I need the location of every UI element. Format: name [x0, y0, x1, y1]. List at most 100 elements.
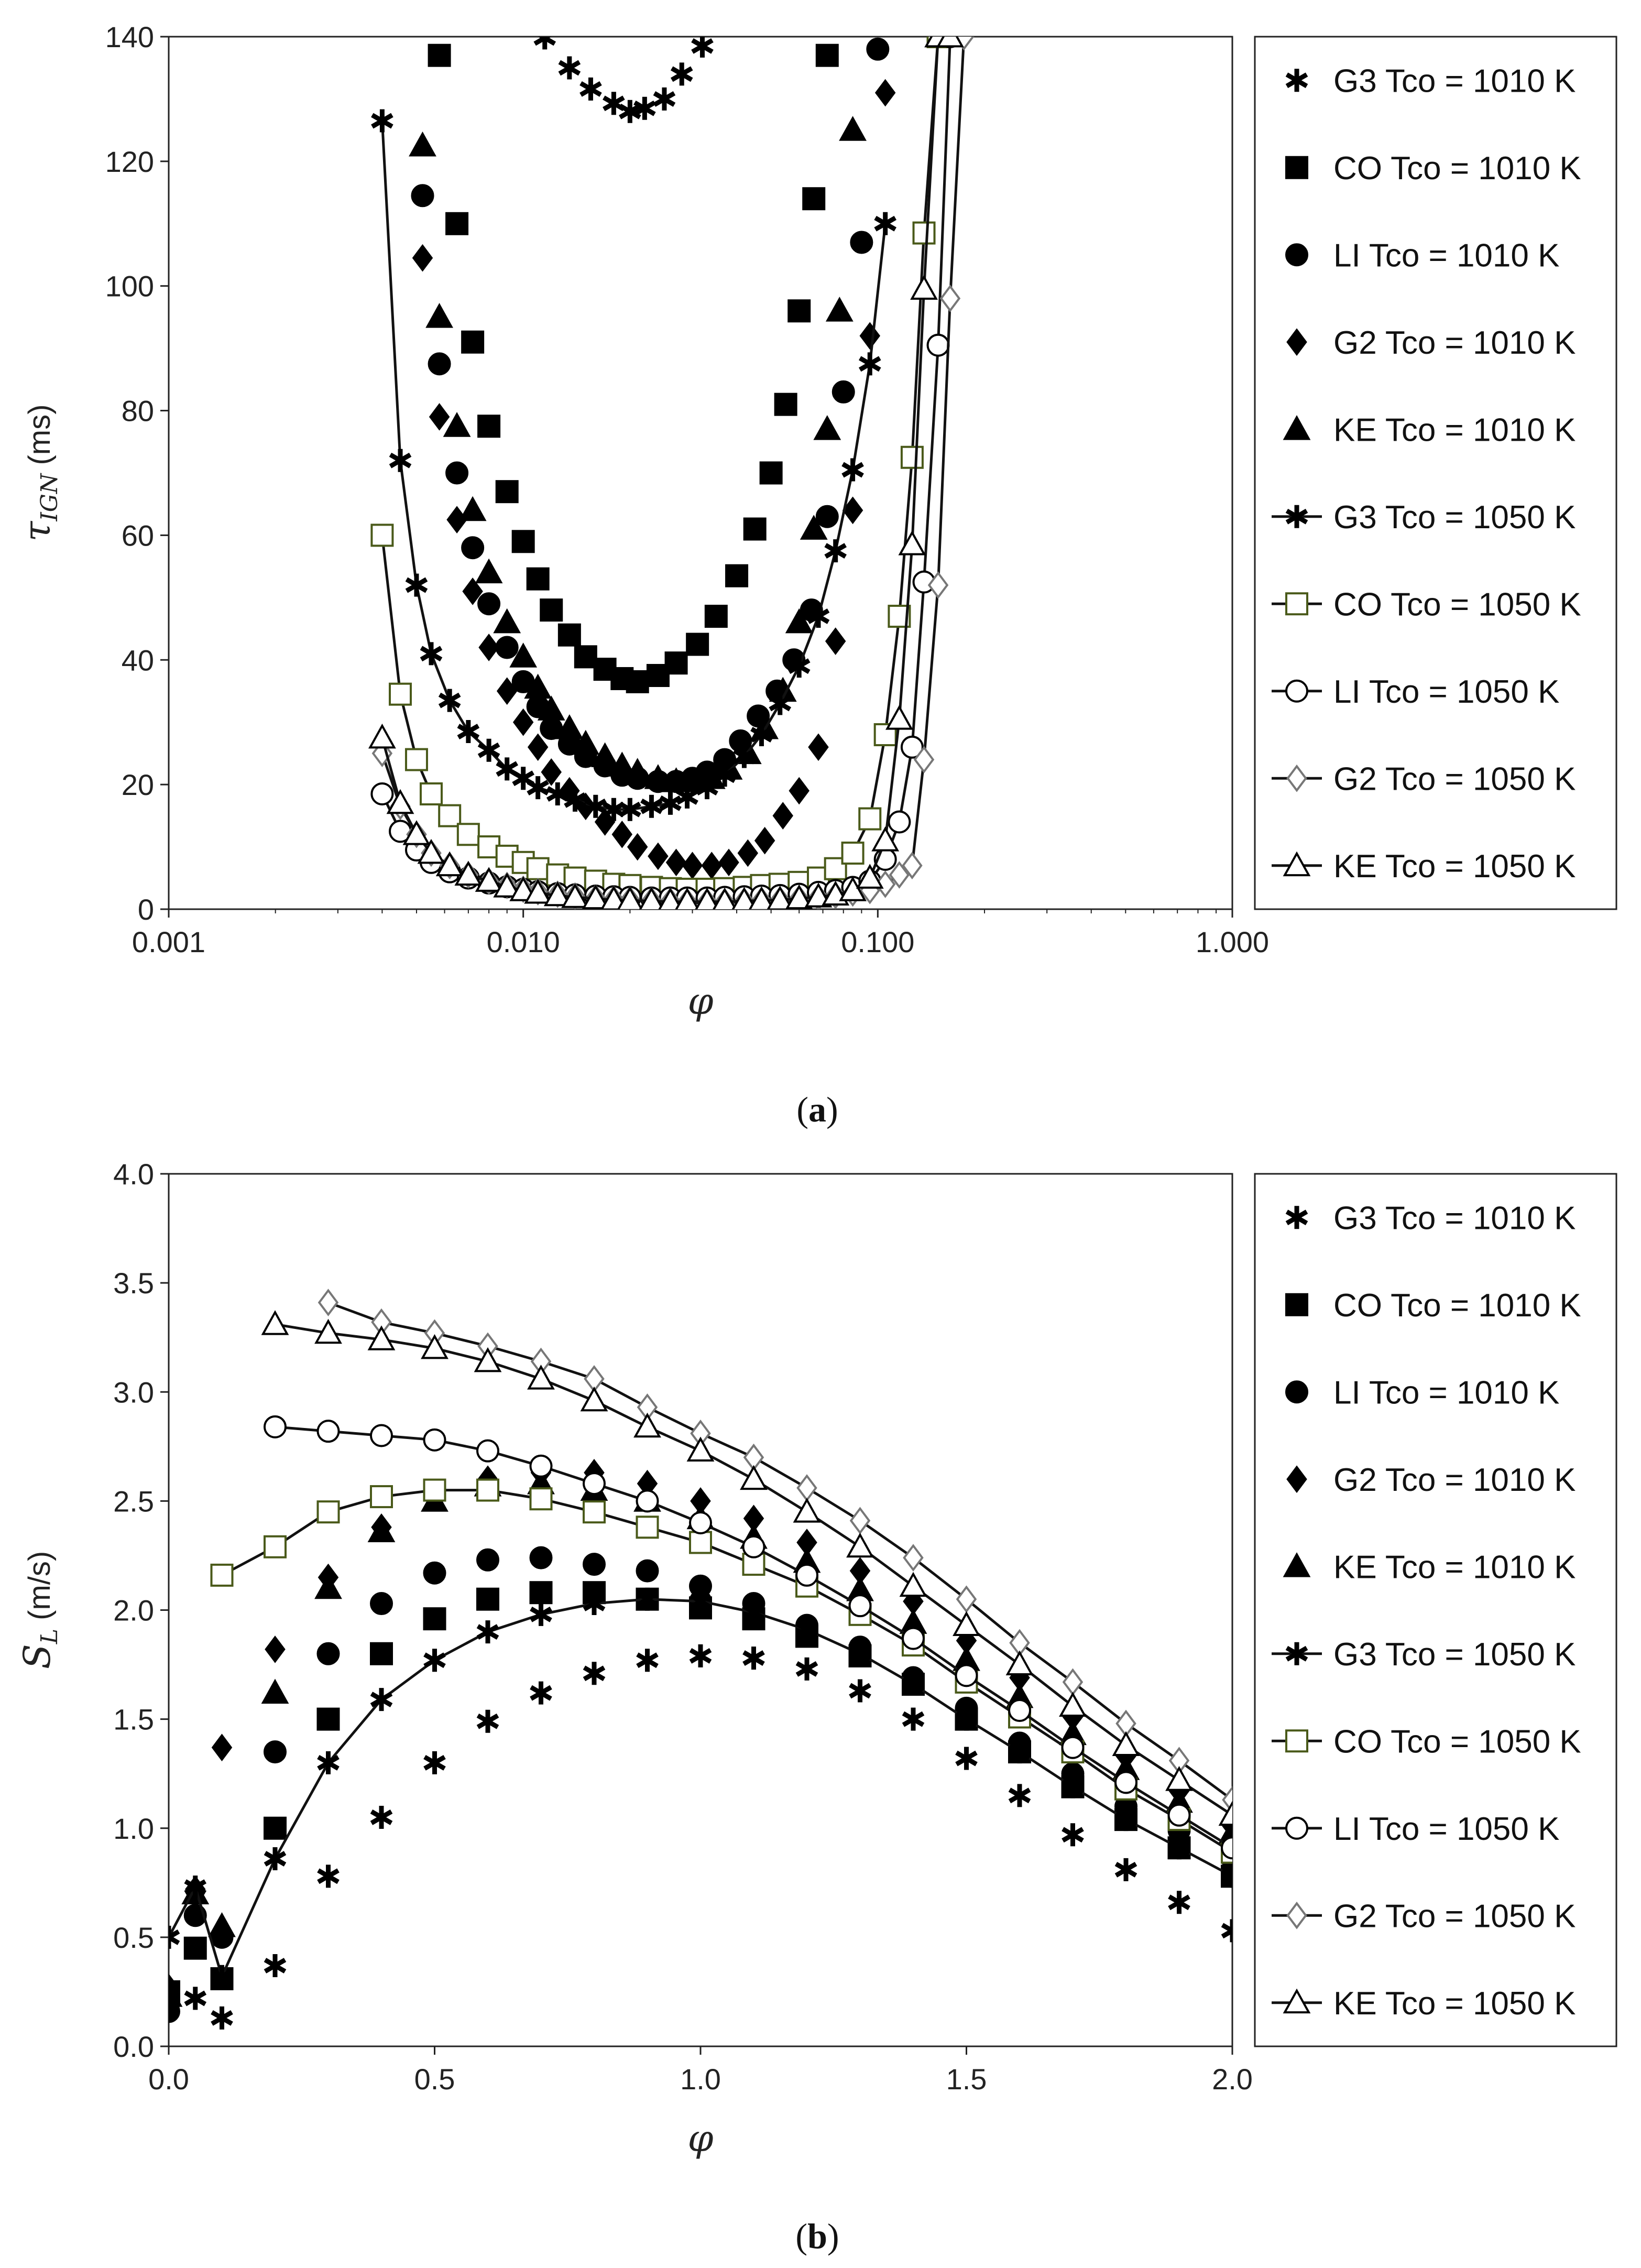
legend-marker: [1285, 1729, 1308, 1753]
data-point-g2-tco-1050-k: [939, 285, 961, 312]
data-point-co-tco-1050-k: [476, 1478, 499, 1502]
data-point-ke-tco-1050-k: [1005, 1650, 1034, 1675]
data-point-ke-tco-1010-k: [409, 132, 436, 157]
y-tick-label: 4.0: [113, 1158, 154, 1191]
data-point-ke-tco-1010-k: [785, 608, 813, 634]
y-axis-label-unit: (m/s): [23, 1551, 57, 1629]
series-g2-tco-1050-k: [318, 1289, 1232, 1814]
legend-entry: KE Tco = 1010 K: [1283, 412, 1576, 448]
data-point-co-tco-1050-k: [529, 1487, 553, 1511]
data-point-g3-tco-1010-k: [1008, 1784, 1031, 1807]
data-point-g3-tco-1050-k: [457, 720, 480, 744]
legend-label: LI Tco = 1050 K: [1333, 674, 1559, 710]
data-point-ke-tco-1050-k: [846, 1532, 874, 1558]
y-axis-label-main: τ: [16, 520, 59, 541]
series-li-tco-1050-k: [264, 1415, 1232, 1860]
data-point-co-tco-1050-k: [526, 857, 550, 880]
data-point-li-tco-1050-k: [264, 1415, 287, 1438]
data-point-g3-tco-1050-k: [317, 1751, 340, 1774]
data-point-li-tco-1010-k: [866, 37, 890, 61]
data-point-co-tco-1010-k: [370, 1642, 393, 1665]
data-point-ke-tco-1010-k: [644, 764, 672, 789]
data-point-g2-tco-1050-k: [318, 1289, 339, 1316]
data-point-ke-tco-1050-k: [474, 1347, 502, 1372]
data-point-ke-tco-1010-k: [555, 714, 584, 739]
data-point-ke-tco-1010-k: [537, 695, 565, 721]
legend-marker: [1283, 851, 1311, 877]
panel-b: 0.0 0.5 1.0 1.5 2.0 2.5 3.0 3.5 4.0 0.0 0.5 1.0 1.5 2…: [16, 1158, 1617, 2256]
data-point-li-tco-1050-k: [795, 1563, 818, 1587]
y-tick-label: 0.5: [113, 1921, 154, 1954]
legend-label: KE Tco = 1050 K: [1333, 848, 1576, 885]
x-tick-label: 0.010: [487, 925, 560, 958]
legend-entry: G2 Tco = 1050 K: [1272, 1898, 1576, 1934]
data-point-ke-tco-1050-k: [600, 886, 627, 909]
data-point-g3-tco-1050-k: [476, 1620, 499, 1644]
data-point-g3-tco-1050-k: [527, 776, 549, 800]
legend-label: LI Tco = 1010 K: [1333, 1375, 1559, 1411]
data-point-li-tco-1010-k: [832, 380, 855, 404]
legend-marker: [1285, 1293, 1308, 1316]
legend-entry: G2 Tco = 1010 K: [1286, 1462, 1576, 1498]
data-point-ke-tco-1050-k: [368, 723, 396, 749]
data-point-co-tco-1050-k: [264, 1535, 287, 1558]
legend-label: CO Tco = 1010 K: [1333, 1288, 1581, 1324]
data-point-ke-tco-1050-k: [740, 1465, 768, 1490]
data-point-co-tco-1010-k: [704, 605, 728, 628]
data-point-li-tco-1010-k: [423, 1561, 446, 1585]
data-point-ke-tco-1010-k: [509, 642, 538, 668]
data-point-li-tco-1010-k: [183, 1904, 207, 1927]
data-point-g3-tco-1010-k: [653, 87, 676, 111]
data-point-li-tco-1010-k: [529, 1546, 553, 1569]
data-point-li-tco-1010-k: [850, 231, 873, 254]
data-point-li-tco-1050-k: [370, 1424, 393, 1447]
data-point-ke-tco-1050-k: [493, 873, 521, 898]
data-point-g3-tco-1010-k: [211, 2006, 233, 2030]
legend-entry: KE Tco = 1050 K: [1272, 1986, 1576, 2022]
data-point-g3-tco-1050-k: [689, 1589, 712, 1613]
series-co-tco-1010-k: [428, 43, 839, 693]
data-point-g2-tco-1010-k: [478, 634, 499, 661]
data-point-ke-tco-1050-k: [839, 876, 867, 901]
data-point-ke-tco-1050-k: [421, 1334, 448, 1359]
series-g3-tco-1050-k: [169, 1587, 1232, 1988]
data-point-li-tco-1050-k: [848, 1594, 872, 1618]
data-point-li-tco-1050-k: [423, 1428, 446, 1452]
data-point-li-tco-1050-k: [742, 1535, 765, 1558]
data-point-g2-tco-1010-k: [737, 839, 759, 867]
data-point-g2-tco-1010-k: [772, 802, 793, 830]
legend-label: CO Tco = 1050 K: [1333, 586, 1581, 623]
legend-entry: LI Tco = 1010 K: [1285, 237, 1559, 274]
legend-entry: G3 Tco = 1050 K: [1272, 1637, 1576, 1673]
data-point-ke-tco-1050-k: [899, 1572, 927, 1597]
legend-marker: [1286, 1465, 1307, 1493]
data-point-g3-tco-1010-k: [476, 1709, 499, 1733]
x-tick-label: 0.5: [414, 2063, 455, 2096]
data-point-g2-tco-1010-k: [648, 842, 669, 870]
data-point-g3-tco-1050-k: [530, 1602, 552, 1626]
data-point-co-tco-1010-k: [445, 212, 469, 235]
legend-entry: LI Tco = 1010 K: [1285, 1375, 1559, 1411]
panel-caption: (a): [796, 1089, 838, 1129]
data-point-li-tco-1050-k: [1008, 1698, 1031, 1722]
data-point-g3-tco-1050-k: [902, 1673, 925, 1696]
data-point-g2-tco-1010-k: [808, 733, 829, 761]
data-point-co-tco-1010-k: [495, 480, 519, 504]
data-point-g3-tco-1010-k: [423, 1751, 446, 1774]
data-point-ke-tco-1010-k: [443, 412, 471, 437]
legend-marker: [1285, 1642, 1308, 1665]
data-point-ke-tco-1050-k: [871, 826, 900, 852]
data-point-g3-tco-1010-k: [1114, 1858, 1137, 1881]
data-point-co-tco-1010-k: [802, 187, 826, 211]
y-tick-label: 3.5: [113, 1267, 154, 1300]
x-tick-label: 0.001: [132, 925, 205, 958]
data-point-g3-tco-1010-k: [691, 37, 714, 58]
data-point-li-tco-1010-k: [477, 592, 501, 616]
legend-box: [1254, 1173, 1617, 2047]
data-point-ke-tco-1050-k: [749, 886, 774, 909]
data-point-g3-tco-1050-k: [584, 794, 607, 818]
caption-open: (: [795, 2216, 807, 2256]
x-tick-label: 0.0: [148, 2063, 189, 2096]
legend-entry: G2 Tco = 1010 K: [1286, 325, 1576, 361]
